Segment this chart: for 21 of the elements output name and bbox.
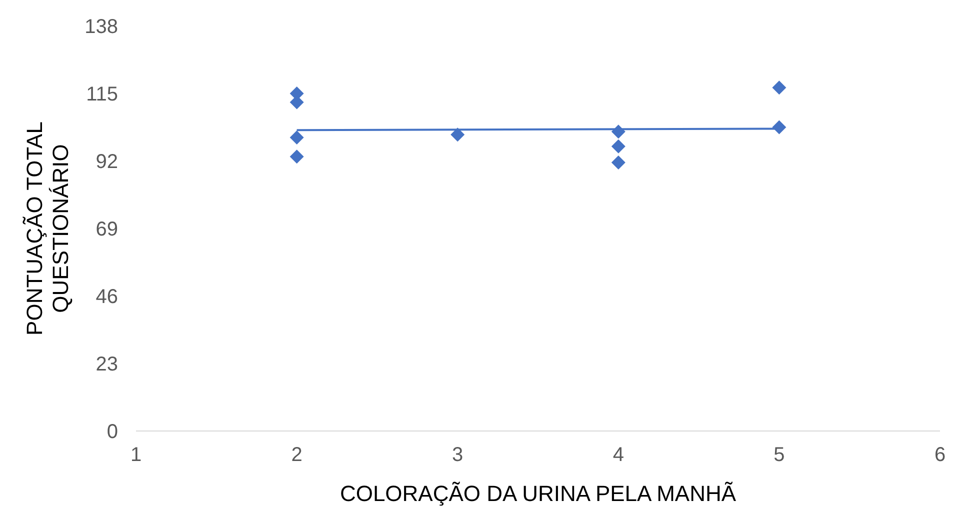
point bbox=[290, 130, 304, 145]
x-tick-label: 4 bbox=[612, 444, 624, 466]
point bbox=[611, 139, 626, 154]
y-axis-title: PONTUAÇÃO TOTAL QUESTIONÁRIO bbox=[22, 122, 73, 336]
y-tick-label: 92 bbox=[96, 151, 118, 174]
x-axis-title: COLORAÇÃO DA URINA PELA MANHÃ bbox=[340, 481, 736, 506]
y-tick-label: 46 bbox=[96, 286, 118, 308]
x-tick-label: 1 bbox=[130, 444, 142, 466]
x-tick-label: 5 bbox=[774, 444, 785, 466]
y-tick-label: 0 bbox=[106, 421, 118, 444]
x-tick-label: 3 bbox=[452, 444, 464, 466]
y-tick-label: 115 bbox=[86, 84, 118, 106]
point bbox=[772, 80, 786, 95]
point bbox=[290, 150, 304, 164]
y-tick-label: 69 bbox=[96, 218, 118, 241]
x-tick-label: 6 bbox=[934, 444, 946, 466]
x-tick-label: 2 bbox=[291, 444, 302, 466]
point bbox=[450, 128, 465, 142]
y-tick-label: 23 bbox=[96, 354, 118, 376]
point bbox=[611, 155, 626, 170]
y-tick-label: 138 bbox=[84, 16, 118, 38]
